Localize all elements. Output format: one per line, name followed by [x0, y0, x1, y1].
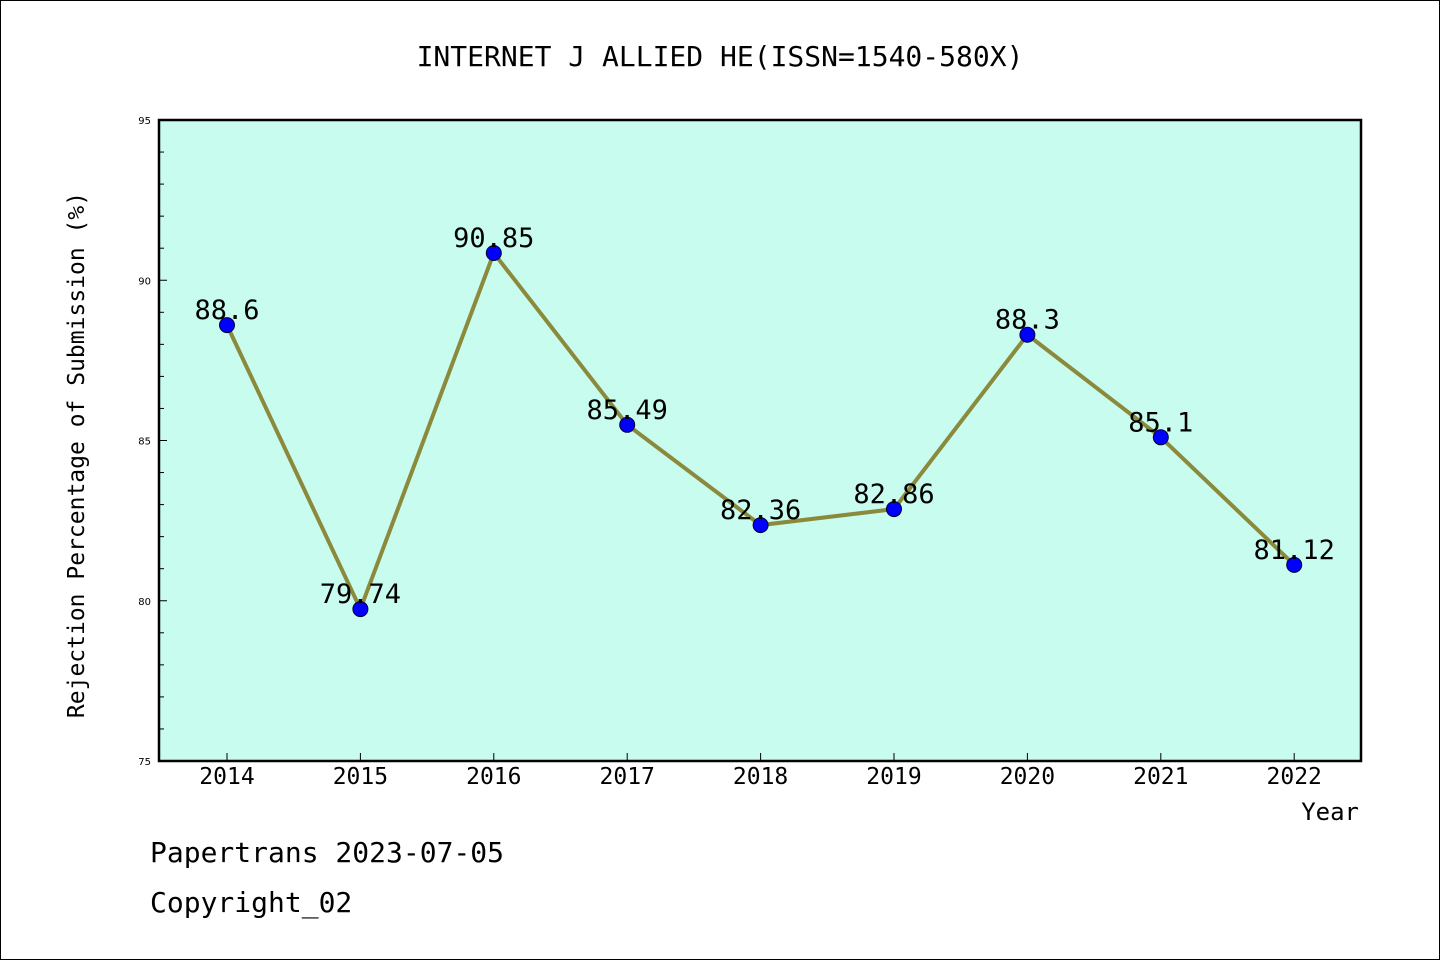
y-tick-label: 90	[138, 276, 151, 287]
data-label: 82.86	[853, 479, 934, 510]
chart-title: INTERNET J ALLIED HE(ISSN=1540-580X)	[417, 40, 1024, 73]
data-label: 90.85	[453, 223, 534, 254]
footer-copyright: Copyright_02	[150, 886, 353, 919]
data-point	[752, 517, 769, 534]
plot-area	[157, 118, 1363, 763]
data-label: 88.6	[194, 295, 259, 326]
footer-date: Papertrans 2023-07-05	[150, 836, 505, 869]
y-tick-label: 95	[138, 116, 151, 127]
data-label: 85.49	[587, 395, 668, 426]
x-axis-label: Year	[1301, 798, 1359, 826]
x-tick-label: 2022	[1267, 764, 1322, 790]
x-tick-label: 2014	[199, 764, 254, 790]
data-point	[886, 501, 902, 518]
x-tick-label: 2017	[600, 764, 655, 790]
x-axis: 2014 2015 2016 2017 2018 2019 2020 2021 2022	[199, 753, 1322, 790]
data-point	[485, 245, 502, 262]
series: 88.6 79.74 90.85 85.49 82.36 82.86 88.3 85.1 81.…	[194, 223, 1335, 618]
data-point	[352, 601, 369, 618]
x-tick-label: 2018	[733, 764, 788, 790]
y-axis: 75 80 85 90 95	[138, 116, 167, 768]
data-label: 81.12	[1254, 535, 1335, 566]
data-point	[219, 317, 235, 334]
y-tick-label: 75	[138, 757, 151, 768]
x-tick-label: 2016	[466, 764, 521, 790]
x-tick-label: 2021	[1133, 764, 1188, 790]
y-tick-label: 80	[138, 597, 151, 608]
data-label: 82.36	[720, 495, 801, 526]
data-label: 79.74	[320, 579, 401, 610]
data-point	[1019, 326, 1036, 343]
y-tick-label: 85	[138, 437, 151, 448]
x-tick-label: 2020	[1000, 764, 1055, 790]
data-point	[1286, 556, 1303, 573]
y-axis-label: Rejection Percentage of Submission (%)	[64, 192, 90, 718]
x-tick-label: 2019	[866, 764, 921, 790]
data-label: 88.3	[995, 305, 1060, 336]
x-tick-label: 2015	[333, 764, 388, 790]
data-point	[619, 416, 636, 433]
data-point	[1152, 429, 1169, 446]
data-label: 85.1	[1128, 407, 1193, 438]
